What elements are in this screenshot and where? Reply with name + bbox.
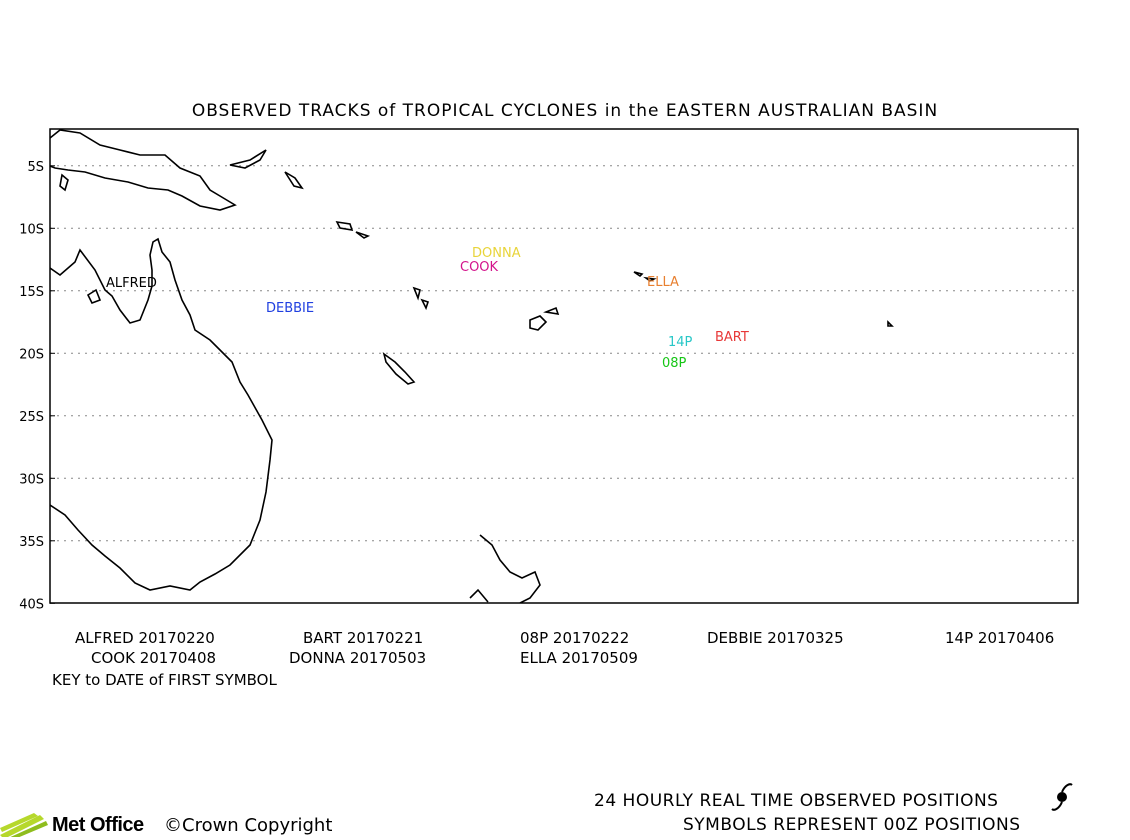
map-title: OBSERVED TRACKS of TROPICAL CYCLONES in … xyxy=(191,101,939,121)
key-entry: COOK 20170408 xyxy=(91,649,217,667)
met-office-logo: Met Office xyxy=(0,810,144,840)
storm-label-cook: COOK xyxy=(460,260,499,275)
storm-label-donna: DONNA xyxy=(472,246,521,261)
footer-line-2: SYMBOLS REPRESENT 00Z POSITIONS xyxy=(683,815,1021,835)
footer-line-1: 24 HOURLY REAL TIME OBSERVED POSITIONS xyxy=(594,791,999,811)
met-office-wordmark: Met Office xyxy=(52,813,144,836)
map-frame xyxy=(49,128,1079,604)
storm-label-alfred: ALFRED xyxy=(106,276,157,291)
cyclone-symbol-icon xyxy=(1051,783,1073,811)
lat-tick-label: 35S xyxy=(19,535,44,550)
key-entry: 08P 20170222 xyxy=(520,629,630,647)
key-entry: ELLA 20170509 xyxy=(520,649,638,667)
key-entry: BART 20170221 xyxy=(303,629,424,647)
graticule xyxy=(50,165,1078,542)
lat-tick-label: 20S xyxy=(19,347,44,362)
lat-tick-label: 30S xyxy=(19,472,44,487)
key-entry: ALFRED 20170220 xyxy=(75,629,215,647)
key-entry: 14P 20170406 xyxy=(945,629,1055,647)
storm-label-debbie: DEBBIE xyxy=(266,301,314,316)
storm-label-ella: ELLA xyxy=(647,275,679,290)
lat-tick-label: 40S xyxy=(19,597,44,612)
key-note: KEY to DATE of FIRST SYMBOL xyxy=(52,671,277,689)
axis-tick-labels: 140E150E160E170E180170W160W150W140W5S10S… xyxy=(19,160,55,612)
met-office-logo-icon xyxy=(0,813,48,837)
lat-tick-label: 10S xyxy=(19,222,44,237)
storm-label-14p: 14P xyxy=(668,335,693,350)
key-entry: DEBBIE 20170325 xyxy=(707,629,844,647)
lat-tick-label: 25S xyxy=(19,410,44,425)
storm-label-bart: BART xyxy=(715,330,749,345)
storm-label-08p: 08P xyxy=(662,356,687,371)
lat-tick-label: 5S xyxy=(27,160,44,175)
copyright-text: ©Crown Copyright xyxy=(164,815,333,836)
key-entry: DONNA 20170503 xyxy=(289,649,427,667)
lat-tick-label: 15S xyxy=(19,285,44,300)
coastlines xyxy=(50,129,894,603)
